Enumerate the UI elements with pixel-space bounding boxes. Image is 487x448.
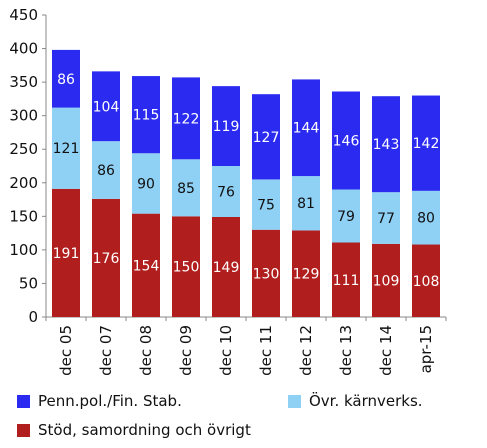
bar-segment xyxy=(212,217,240,317)
data-label: 104 xyxy=(93,99,120,115)
bar-segment xyxy=(332,91,360,190)
bar-segment xyxy=(52,188,80,317)
data-label: 81 xyxy=(297,196,315,212)
bar-segment xyxy=(172,77,200,160)
y-tick-label: 400 xyxy=(9,40,38,58)
data-label: 85 xyxy=(177,181,195,197)
data-label: 111 xyxy=(333,273,360,289)
x-tick-label: dec 10 xyxy=(217,325,235,376)
data-label: 119 xyxy=(213,119,240,135)
bar-segment xyxy=(132,213,160,317)
y-tick-label: 200 xyxy=(9,174,38,192)
data-label: 77 xyxy=(377,211,395,227)
data-label: 79 xyxy=(337,209,355,225)
data-label: 75 xyxy=(257,198,275,214)
bar-segment xyxy=(252,229,280,317)
bar-segment xyxy=(92,198,120,317)
x-tick-label: apr-15 xyxy=(417,325,435,373)
data-label: 127 xyxy=(253,130,280,146)
bar-segment xyxy=(172,216,200,317)
data-label: 130 xyxy=(253,266,280,282)
data-label: 121 xyxy=(53,141,80,157)
bar-segment xyxy=(372,243,400,317)
data-label: 191 xyxy=(53,246,80,262)
data-label: 80 xyxy=(417,211,435,227)
y-tick-label: 0 xyxy=(28,308,38,326)
x-tick-label: dec 09 xyxy=(177,325,195,376)
bar-segment xyxy=(412,244,440,317)
y-tick-label: 350 xyxy=(9,73,38,91)
bar-segment xyxy=(132,76,160,154)
x-tick-label: dec 13 xyxy=(337,325,355,376)
data-label: 86 xyxy=(97,163,115,179)
x-tick-label: dec 11 xyxy=(257,325,275,376)
data-label: 154 xyxy=(133,258,160,274)
x-tick-label: dec 08 xyxy=(137,325,155,376)
bar-segment xyxy=(92,71,120,142)
data-label: 122 xyxy=(173,111,200,127)
x-tick-label: dec 14 xyxy=(377,325,395,376)
data-label: 109 xyxy=(373,273,400,289)
data-label: 76 xyxy=(217,185,235,201)
bar-segment xyxy=(92,141,120,199)
data-label: 142 xyxy=(413,136,440,152)
bar-segment xyxy=(372,96,400,193)
x-tick-label: dec 07 xyxy=(97,325,115,376)
data-label: 90 xyxy=(137,176,155,192)
data-label: 150 xyxy=(173,260,200,276)
bar-segment xyxy=(292,79,320,177)
x-tick-label: dec 12 xyxy=(297,325,315,376)
y-tick-label: 250 xyxy=(9,140,38,158)
data-label: 129 xyxy=(293,267,320,283)
data-label: 143 xyxy=(373,137,400,153)
data-label: 176 xyxy=(93,251,120,267)
data-label: 86 xyxy=(57,72,75,88)
data-label: 115 xyxy=(133,108,160,124)
data-label: 108 xyxy=(413,274,440,290)
bar-segment xyxy=(332,242,360,317)
bar-segment xyxy=(212,86,240,166)
bar-segment xyxy=(292,230,320,317)
bar-segment xyxy=(372,192,400,244)
bar-segment xyxy=(52,49,80,108)
y-tick-label: 100 xyxy=(9,241,38,259)
bar-segment xyxy=(212,166,240,218)
y-tick-label: 150 xyxy=(9,207,38,225)
data-label: 144 xyxy=(293,121,320,137)
bar-segment xyxy=(412,190,440,245)
x-tick-label: dec 05 xyxy=(57,325,75,376)
bar-segment xyxy=(332,189,360,243)
bar-segment xyxy=(252,94,280,180)
y-tick-label: 50 xyxy=(19,274,38,292)
data-label: 149 xyxy=(213,260,240,276)
bar-segment xyxy=(412,95,440,191)
bar-segment xyxy=(252,179,280,230)
bar-segment xyxy=(132,153,160,214)
bar-segment xyxy=(52,107,80,189)
bar-segment xyxy=(292,176,320,231)
y-tick-label: 450 xyxy=(9,6,38,24)
y-tick-label: 300 xyxy=(9,107,38,125)
bar-segment xyxy=(172,159,200,217)
data-label: 146 xyxy=(333,133,360,149)
